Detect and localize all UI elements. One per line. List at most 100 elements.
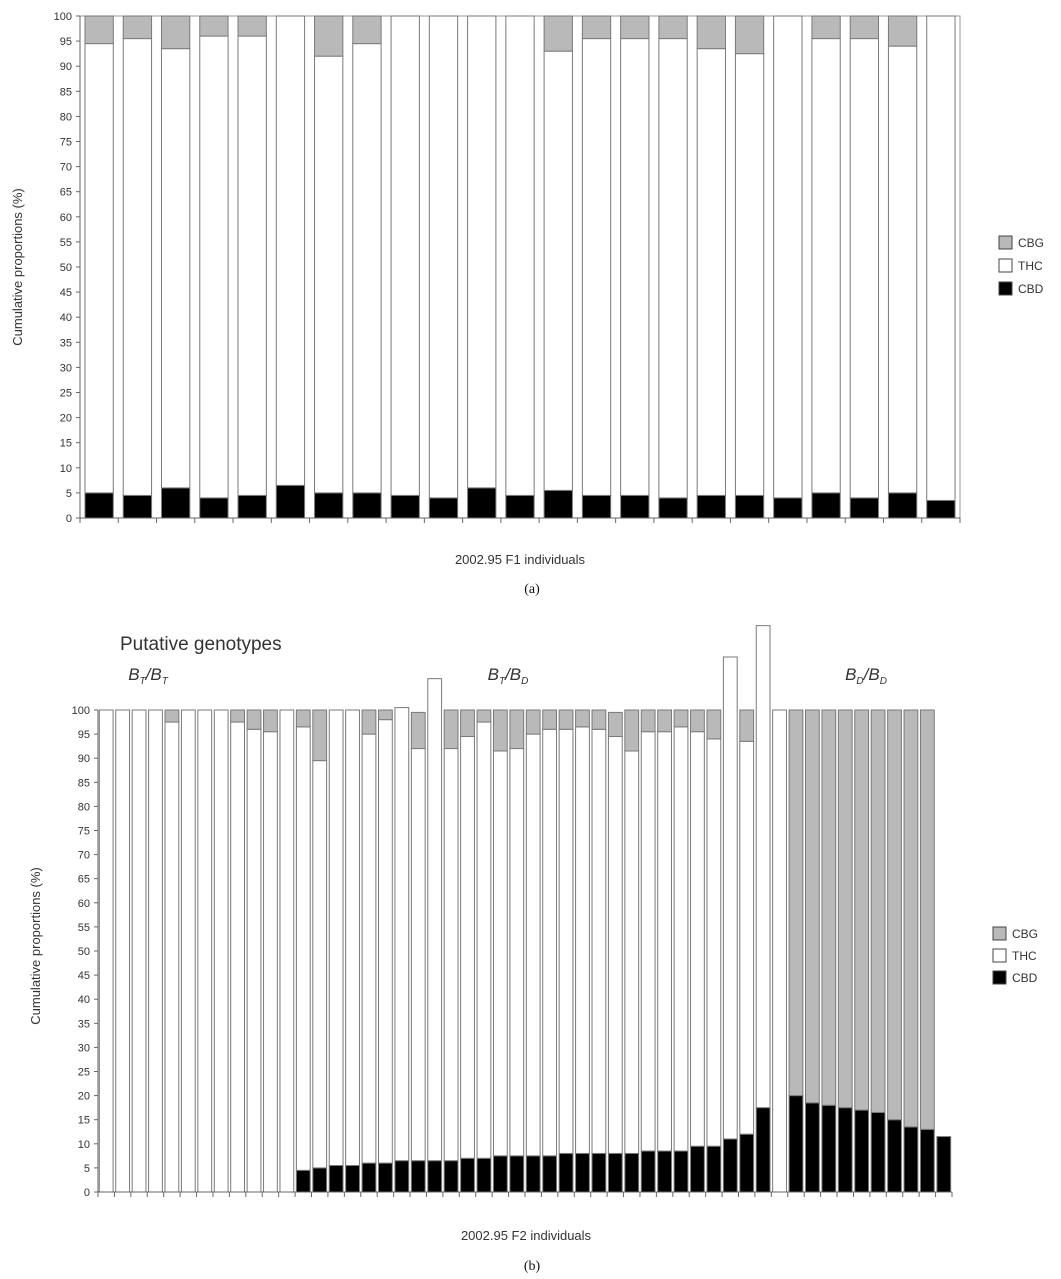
y-tick-label: 20 xyxy=(78,1091,90,1103)
chart-b-axes: 0 5 10 15 20 25 30 35 40 45 50 55 60 65 70 75 80 85 90 95 10… xyxy=(72,705,953,1199)
bar-segment-thc xyxy=(509,748,525,1157)
bar-segment-cbd xyxy=(410,1160,426,1193)
bar-segment-cbd xyxy=(739,1133,755,1193)
bar-segment-cbd xyxy=(390,494,420,519)
bar-segment-cbd xyxy=(460,1157,475,1193)
y-tick-label: 40 xyxy=(60,312,72,324)
bar-segment-thc xyxy=(773,15,803,499)
bar-segment-cbd xyxy=(312,1167,328,1193)
bar-segment-cbg xyxy=(378,709,393,721)
bar-segment-cbd xyxy=(734,494,765,519)
bar-segment-cbg xyxy=(525,709,541,735)
y-tick-label: 90 xyxy=(60,61,72,73)
bar-segment-thc xyxy=(410,748,426,1162)
bar-segment-thc xyxy=(591,728,607,1154)
bar-segment-cbg xyxy=(558,709,574,730)
y-tick-label: 30 xyxy=(60,362,72,374)
bar-segment-thc xyxy=(772,709,787,1193)
bar-segment-cbg xyxy=(821,709,837,1106)
bar-segment-cbg xyxy=(624,709,640,752)
bar-segment-thc xyxy=(734,53,765,496)
bar-segment-cbg xyxy=(542,709,558,730)
bar-segment-thc xyxy=(131,709,147,1193)
bar-segment-cbd xyxy=(237,494,267,519)
y-tick-label: 60 xyxy=(78,898,90,910)
bar-segment-thc xyxy=(492,750,508,1157)
bar-segment-cbd xyxy=(345,1164,360,1193)
y-tick-label: 70 xyxy=(60,162,72,174)
bar-segment-cbd xyxy=(505,494,535,519)
y-tick-label: 20 xyxy=(60,413,72,425)
bar-segment-cbd xyxy=(837,1107,853,1193)
bar-segment-cbd xyxy=(696,494,726,519)
bar-segment-cbg xyxy=(788,709,804,1097)
bar-segment-thc xyxy=(427,678,443,1162)
legend-label-cbd: CBD xyxy=(1012,971,1038,985)
bar-segment-thc xyxy=(476,721,492,1159)
bar-segment-cbg xyxy=(887,15,918,47)
bar-segment-cbd xyxy=(690,1145,705,1193)
bar-segment-cbg xyxy=(657,709,672,733)
bar-segment-cbd xyxy=(624,1152,640,1193)
bar-segment-cbd xyxy=(658,497,688,519)
bar-segment-cbg xyxy=(509,709,525,750)
bar-segment-cbd xyxy=(428,497,459,519)
legend-swatch-cbg xyxy=(992,926,1007,941)
legend: CBG THC CBD xyxy=(992,926,1038,985)
bar-segment-thc xyxy=(197,709,213,1193)
bar-segment-thc xyxy=(98,709,114,1193)
y-axis-label: Cumulative proportions (%) xyxy=(10,188,25,346)
y-tick-label: 25 xyxy=(60,388,72,400)
bar-segment-cbd xyxy=(640,1150,656,1193)
bar-segment-thc xyxy=(199,35,229,499)
bar-segment-cbg xyxy=(312,709,328,762)
bar-segment-thc xyxy=(722,656,738,1140)
bar-segment-cbd xyxy=(657,1150,672,1193)
bar-segment-cbg xyxy=(492,709,508,752)
bar-segment-cbd xyxy=(870,1111,886,1193)
bar-segment-cbg xyxy=(706,709,722,740)
bar-segment-thc xyxy=(148,709,163,1193)
y-tick-label: 90 xyxy=(78,753,90,765)
bar-segment-cbg xyxy=(246,709,262,730)
y-tick-label: 0 xyxy=(66,513,72,525)
y-tick-label: 95 xyxy=(78,729,90,741)
legend-label-thc: THC xyxy=(1018,259,1043,273)
legend-swatch-cbd xyxy=(998,281,1013,296)
bar-segment-cbg xyxy=(849,15,880,40)
bar-segment-cbg xyxy=(237,15,267,37)
genotype-labels: BT/BT BT/BD BD/BD xyxy=(128,665,887,687)
y-tick-label: 75 xyxy=(78,826,90,838)
bar-segment-cbd xyxy=(805,1102,820,1193)
bar-segment-cbd xyxy=(361,1162,377,1193)
bar-segment-thc xyxy=(525,733,541,1157)
bar-segment-cbg xyxy=(581,15,612,40)
bar-segment-cbd xyxy=(314,492,344,519)
bar-segment-cbd xyxy=(295,1169,311,1193)
x-axis-label: 2002.95 F1 individuals xyxy=(455,552,586,567)
bar-segment-thc xyxy=(378,719,393,1164)
legend-label-cbg: CBG xyxy=(1018,236,1044,250)
legend-swatch-thc xyxy=(992,948,1007,963)
bar-segment-thc xyxy=(696,48,726,496)
bar-segment-cbd xyxy=(575,1152,590,1193)
bar-segment-thc xyxy=(887,45,918,494)
y-tick-label: 50 xyxy=(78,946,90,958)
bar-segment-cbg xyxy=(295,709,311,728)
bar-segment-thc xyxy=(180,709,196,1193)
bar-segment-thc xyxy=(213,709,229,1193)
y-tick-label: 70 xyxy=(78,850,90,862)
bar-segment-cbd xyxy=(607,1152,623,1193)
legend: CBG THC CBD xyxy=(998,235,1044,296)
bar-segment-cbd xyxy=(122,494,153,519)
bar-segment-cbg xyxy=(620,15,650,40)
bar-segment-cbg xyxy=(361,709,377,735)
bar-segment-cbd xyxy=(558,1152,574,1193)
bar-segment-cbg xyxy=(870,709,886,1113)
bar-segment-cbg xyxy=(887,709,902,1121)
bar-segment-cbd xyxy=(542,1155,558,1193)
genotype-label: BT/BT xyxy=(128,665,169,687)
bar-segment-thc xyxy=(122,38,153,496)
bar-segment-thc xyxy=(328,709,344,1166)
bar-segment-cbd xyxy=(887,492,918,519)
